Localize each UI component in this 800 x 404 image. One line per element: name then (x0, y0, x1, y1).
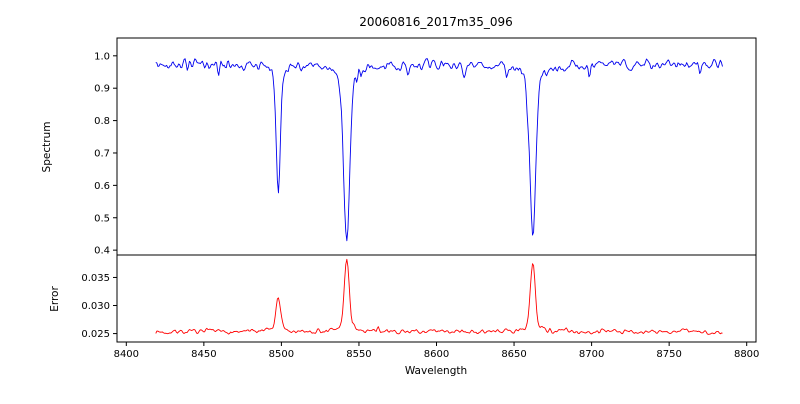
y-tick-label: 0.8 (94, 116, 110, 127)
x-tick-label: 8500 (269, 349, 294, 360)
spectrum-line (155, 58, 723, 242)
y-tick-label: 0.5 (94, 213, 110, 224)
y-axis-label-spectrum: Spectrum (41, 122, 53, 173)
plot-area: 1.0 0.9 0.8 0.7 0.6 0.5 0.4 0.035 0.030 0.025 8400… (81, 37, 759, 360)
x-axis-label: Wavelength (405, 365, 467, 377)
x-tick-label: 8450 (191, 349, 216, 360)
y-tick-label: 1.0 (94, 51, 110, 62)
y-tick-label: 0.6 (94, 181, 110, 192)
panel-frame-error (116, 254, 757, 343)
y-tick-label: 0.035 (81, 273, 110, 284)
x-tick-label: 8750 (656, 349, 681, 360)
x-tick-label: 8650 (501, 349, 526, 360)
x-tick-label: 8600 (424, 349, 449, 360)
x-tick-label: 8400 (114, 349, 139, 360)
error-line (155, 258, 723, 335)
x-tick-label: 8700 (579, 349, 604, 360)
y-tick-label: 0.7 (94, 148, 110, 159)
y-tick-label: 0.4 (94, 246, 110, 257)
y-axis-label-error: Error (49, 286, 61, 312)
chart-title: 20060816_2017m35_096 (359, 15, 512, 29)
x-tick-label: 8550 (346, 349, 371, 360)
y-tick-label: 0.025 (81, 329, 110, 340)
x-tick-label: 8800 (734, 349, 759, 360)
panel-frame-spectrum (116, 37, 757, 256)
y-tick-label: 0.030 (81, 301, 110, 312)
y-tick-label: 0.9 (94, 84, 110, 95)
